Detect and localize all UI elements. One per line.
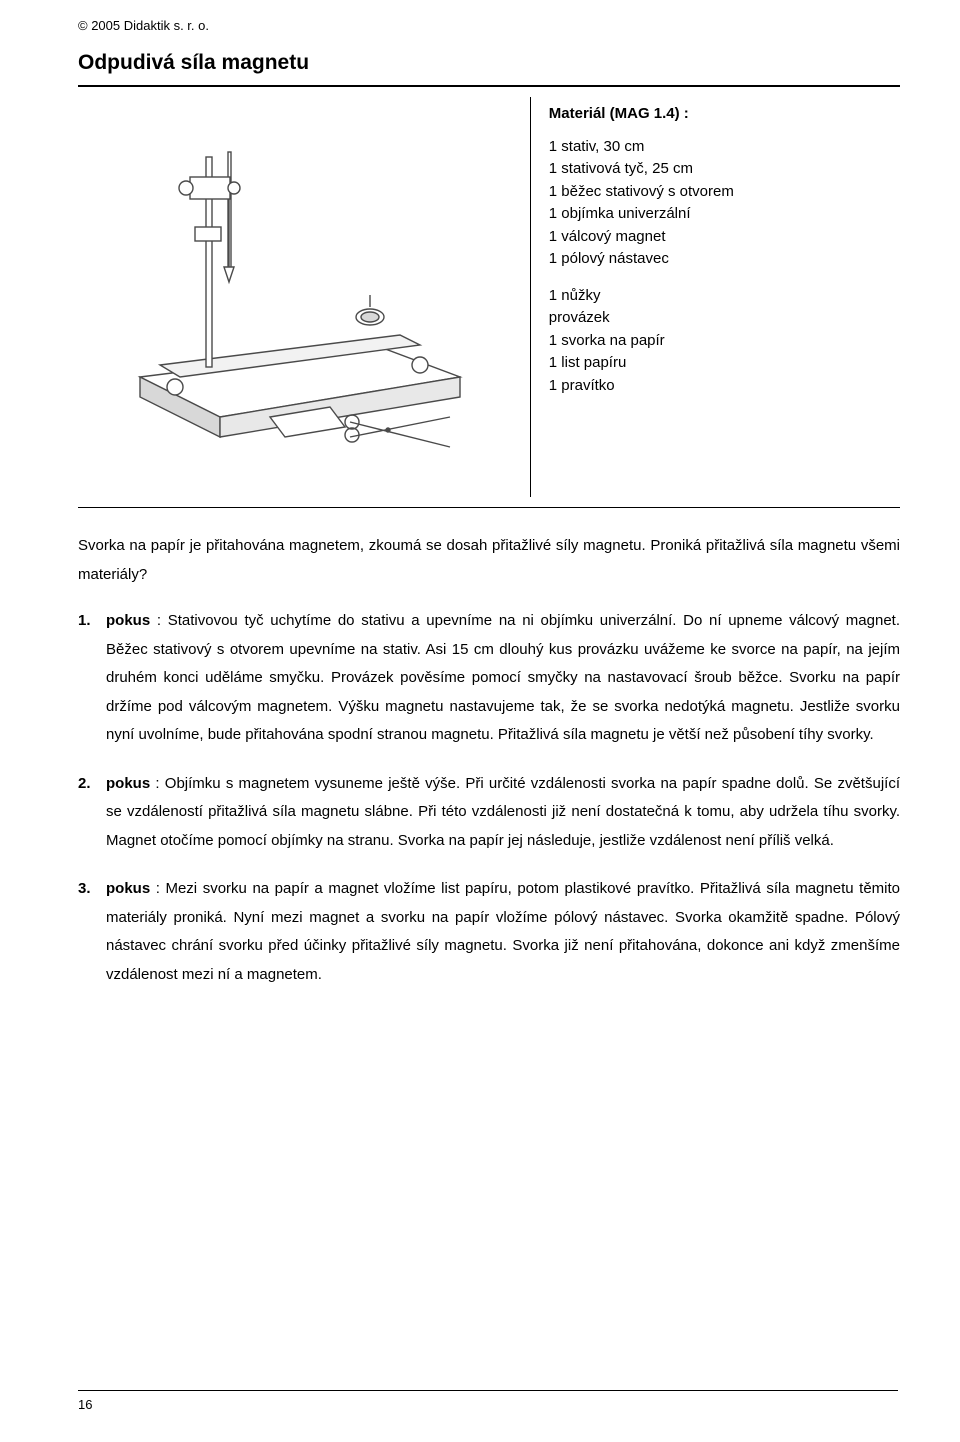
experiment-label: pokus [106, 612, 150, 629]
copyright-line: © 2005 Didaktik s. r. o. [78, 18, 900, 33]
page-number: 16 [78, 1390, 898, 1412]
material-item: 1 válcový magnet [549, 226, 894, 249]
experiment-list: 1. pokus : Stativovou tyč uchytíme do st… [78, 607, 900, 989]
experiment-text: : Mezi svorku na papír a magnet vložíme … [106, 880, 900, 983]
rule-top-thick [78, 85, 900, 87]
illustration-cell [78, 97, 530, 497]
material-item: 1 stativová tyč, 25 cm [549, 158, 894, 181]
material-item: 1 stativ, 30 cm [549, 136, 894, 159]
experiment-number: 2. [78, 770, 91, 799]
experiment-item: 1. pokus : Stativovou tyč uchytíme do st… [78, 607, 900, 750]
experiment-number: 1. [78, 607, 91, 636]
material-list: Materiál (MAG 1.4) : 1 stativ, 30 cm 1 s… [531, 97, 900, 497]
experiment-item: 2. pokus : Objímku s magnetem vysuneme j… [78, 770, 900, 856]
material-item: 1 nůžky [549, 285, 894, 308]
material-item: 1 běžec stativový s otvorem [549, 181, 894, 204]
material-item: 1 pravítko [549, 375, 894, 398]
page: © 2005 Didaktik s. r. o. Odpudivá síla m… [0, 0, 960, 1442]
experiment-number: 3. [78, 875, 91, 904]
rule-under-block [78, 507, 900, 508]
material-item: 1 svorka na papír [549, 330, 894, 353]
material-item: 1 list papíru [549, 352, 894, 375]
apparatus-illustration [120, 117, 480, 477]
material-group-1: 1 stativ, 30 cm 1 stativová tyč, 25 cm 1… [549, 136, 894, 271]
page-title: Odpudivá síla magnetu [78, 51, 900, 75]
material-group-2: 1 nůžky provázek 1 svorka na papír 1 lis… [549, 285, 894, 398]
intro-paragraph: Svorka na papír je přitahována magnetem,… [78, 532, 900, 589]
material-item: provázek [549, 307, 894, 330]
material-item: 1 objímka univerzální [549, 203, 894, 226]
experiment-item: 3. pokus : Mezi svorku na papír a magnet… [78, 875, 900, 989]
experiment-text: : Stativovou tyč uchytíme do stativu a u… [106, 612, 900, 743]
experiment-text: : Objímku s magnetem vysuneme ještě výše… [106, 775, 900, 849]
material-item: 1 pólový nástavec [549, 248, 894, 271]
experiment-label: pokus [106, 775, 150, 792]
material-heading: Materiál (MAG 1.4) : [549, 103, 894, 126]
top-block: Materiál (MAG 1.4) : 1 stativ, 30 cm 1 s… [78, 97, 900, 497]
experiment-label: pokus [106, 880, 150, 897]
